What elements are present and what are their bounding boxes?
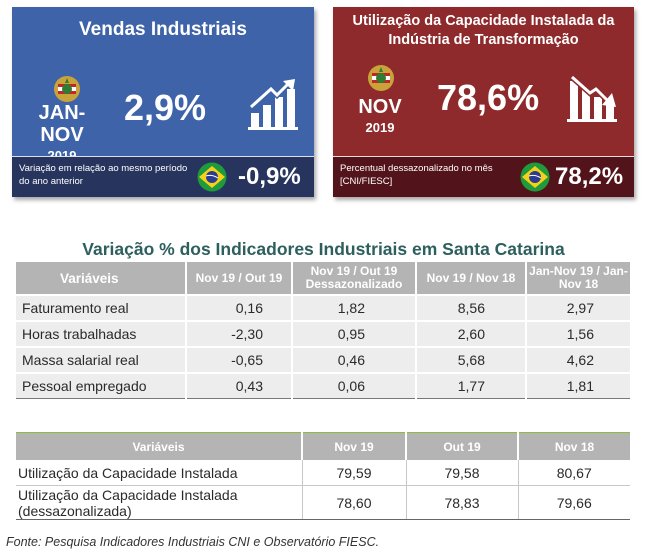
capacity-value: 78,6%	[437, 77, 540, 118]
table-cell: 1,77	[415, 372, 526, 399]
table-cell: 0,43	[185, 372, 292, 399]
capacity-card-footer: Percentual dessazonalizado no mês [CNI/F…	[333, 156, 634, 197]
table-row: Pessoal empregado 0,43 0,06 1,77 1,81	[16, 372, 630, 399]
row-label: Horas trabalhadas	[16, 320, 186, 347]
header-out19: Out 19	[405, 432, 518, 460]
header-nov19-nov18: Nov 19 / Nov 18	[415, 262, 526, 295]
indicators-section-title: Variação % dos Indicadores Industriais e…	[82, 239, 565, 259]
source-note: Fonte: Pesquisa Indicadores Industriais …	[6, 535, 380, 549]
capacity-card-title: Utilização da Capacidade Instalada da In…	[352, 13, 615, 48]
capacity-footer-note: Percentual dessazonalizado no mês [CNI/F…	[340, 163, 493, 187]
capacity-period-year: 2019	[365, 120, 395, 135]
table-row: Massa salarial real -0,65 0,46 5,68 4,62	[16, 346, 630, 373]
table-cell: 1,56	[525, 320, 630, 347]
sales-card-title: Vendas Industriais	[79, 19, 247, 40]
chart-down-icon	[567, 74, 617, 122]
table-cell: 79,59	[301, 460, 406, 486]
brazil-flag-icon	[197, 162, 227, 192]
capacity-card: Utilização da Capacidade Instalada da In…	[333, 7, 634, 197]
table-cell: 5,68	[415, 346, 526, 373]
table-cell: 0,16	[185, 294, 292, 321]
table-cell: 1,81	[525, 372, 630, 399]
header-nov19-out19: Nov 19 / Out 19	[185, 262, 292, 295]
table-row: Utilização da Capacidade Instalada (dess…	[16, 485, 630, 520]
table-row: Utilização da Capacidade Instalada 79,59…	[16, 460, 630, 486]
row-label: Massa salarial real	[16, 346, 186, 373]
row-label: Utilização da Capacidade Instalada	[16, 460, 302, 486]
capacity-period: NOV 2019	[337, 96, 423, 138]
table-cell: 79,58	[405, 460, 518, 486]
row-label: Faturamento real	[16, 294, 186, 321]
row-label: Utilização da Capacidade Instalada (dess…	[16, 485, 302, 520]
table-cell: 0,46	[291, 346, 416, 373]
sales-period-label: JAN-NOV	[38, 102, 86, 146]
header-nov19: Nov 19	[301, 432, 406, 460]
table-cell: 2,60	[415, 320, 526, 347]
table-cell: 8,56	[415, 294, 526, 321]
header-nov18: Nov 18	[517, 432, 630, 460]
sales-card: Vendas Industriais JAN-NOV 2019 2,9% Var…	[12, 7, 314, 197]
sales-brazil-value: -0,9%	[238, 163, 301, 190]
table-cell: 0,06	[291, 372, 416, 399]
table-cell: 2,97	[525, 294, 630, 321]
capacity-brazil-value: 78,2%	[555, 163, 624, 190]
table-row: Horas trabalhadas -2,30 0,95 2,60 1,56	[16, 320, 630, 347]
capacity-table: Variáveis Nov 19 Out 19 Nov 18 Utilizaçã…	[16, 432, 630, 520]
table-cell: 0,95	[291, 320, 416, 347]
header-nov19-out19-dessaz: Nov 19 / Out 19 Dessazonalizado	[291, 262, 416, 295]
table-cell: 4,62	[525, 346, 630, 373]
brazil-flag-icon	[520, 162, 550, 192]
chart-up-icon	[248, 79, 298, 130]
table-cell: 78,83	[405, 485, 518, 520]
header-variaveis: Variáveis	[16, 262, 186, 295]
table-cell: 79,66	[517, 485, 630, 520]
sales-period: JAN-NOV 2019	[18, 102, 106, 166]
sales-value: 2,9%	[124, 87, 207, 128]
table-cell: -2,30	[185, 320, 292, 347]
row-label: Pessoal empregado	[16, 372, 186, 399]
sales-footer-note: Variação em relação ao mesmo período do …	[19, 163, 188, 187]
capacity-table-header: Variáveis Nov 19 Out 19 Nov 18	[16, 432, 630, 460]
header-variaveis: Variáveis	[16, 432, 302, 460]
table-row: Faturamento real 0,16 1,82 8,56 2,97	[16, 294, 630, 321]
sc-state-emblem-icon	[368, 65, 394, 91]
capacity-period-label: NOV	[358, 96, 402, 118]
indicators-table: Variáveis Nov 19 / Out 19 Nov 19 / Out 1…	[16, 262, 630, 399]
table-cell: 80,67	[517, 460, 630, 486]
table-cell: 1,82	[291, 294, 416, 321]
table-cell: 78,60	[301, 485, 406, 520]
sales-card-footer: Variação em relação ao mesmo período do …	[12, 156, 314, 197]
indicators-table-header: Variáveis Nov 19 / Out 19 Nov 19 / Out 1…	[16, 262, 630, 295]
header-jannov19-jannov18: Jan-Nov 19 / Jan-Nov 18	[525, 262, 630, 295]
sc-state-emblem-icon	[54, 76, 80, 102]
table-cell: -0,65	[185, 346, 292, 373]
